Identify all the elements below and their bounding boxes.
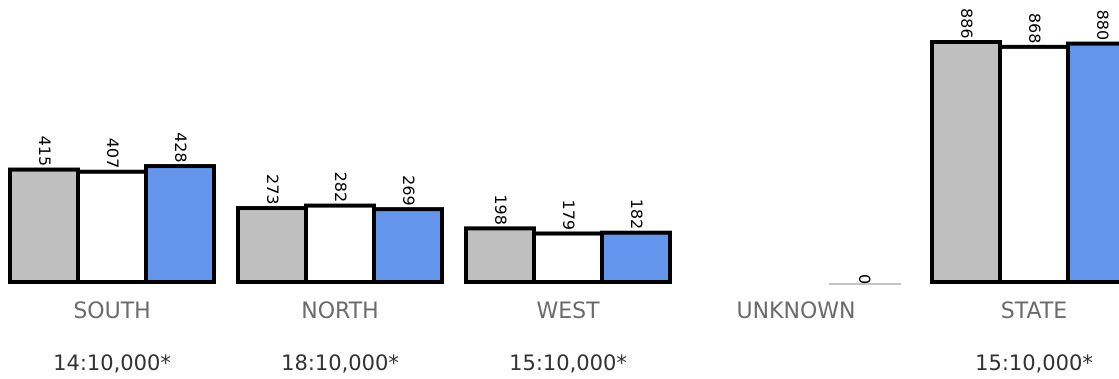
value-label-north-s2: 282 — [331, 172, 350, 203]
bar-north-s2 — [304, 203, 376, 284]
bar-north-s3 — [372, 207, 444, 284]
category-label-west: WEST — [536, 299, 600, 324]
bar-state-s3 — [1066, 41, 1119, 285]
value-label-north-s3: 269 — [399, 175, 418, 206]
bar-south-s1 — [8, 167, 80, 285]
ratio-label-north: 18:10,000* — [281, 351, 399, 375]
value-label-west-s1: 198 — [491, 194, 510, 225]
bar-west-s2 — [532, 231, 604, 285]
bar-south-s2 — [76, 169, 148, 284]
value-label-south-s3: 428 — [171, 132, 190, 163]
value-label-state-s2: 868 — [1025, 13, 1044, 44]
category-label-state: STATE — [1001, 299, 1067, 324]
bar-west-s3 — [600, 230, 672, 284]
category-label-unknown: UNKNOWN — [737, 299, 856, 324]
bar-state-s1 — [930, 40, 1002, 284]
value-label-state-s1: 886 — [957, 8, 976, 39]
value-label-west-s2: 179 — [559, 200, 578, 231]
value-label-south-s1: 415 — [35, 136, 54, 167]
ratio-label-state: 15:10,000* — [975, 351, 1093, 375]
category-label-north: NORTH — [301, 299, 378, 324]
value-label-state-s3: 880 — [1093, 10, 1112, 41]
value-label-unknown: 0 — [855, 274, 874, 284]
category-label-south: SOUTH — [73, 299, 150, 324]
ratio-label-west: 15:10,000* — [509, 351, 627, 375]
bar-north-s1 — [236, 206, 308, 285]
ratio-label-south: 14:10,000* — [53, 351, 171, 375]
bar-west-s1 — [464, 226, 536, 285]
bar-south-s3 — [144, 164, 216, 284]
bar-state-s2 — [998, 44, 1070, 285]
value-label-west-s3: 182 — [627, 199, 646, 230]
value-label-north-s1: 273 — [263, 174, 282, 205]
value-label-south-s2: 407 — [103, 138, 122, 169]
